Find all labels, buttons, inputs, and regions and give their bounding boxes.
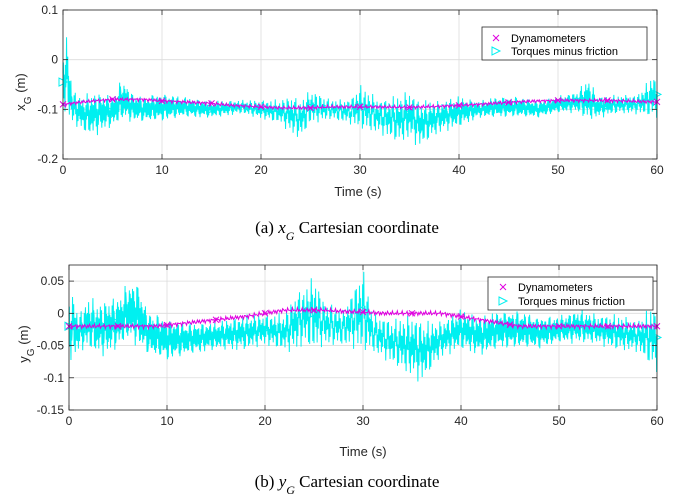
dynamometers-marker <box>163 321 171 329</box>
torques-marker <box>355 102 366 112</box>
x-tick-label: 0 <box>66 414 73 428</box>
chart-xg: 0 10 20 30 40 50 60 -0.2 -0.1 0 0.1 Time (s) xG (m… <box>13 3 664 199</box>
dynamometers-marker <box>114 322 122 330</box>
dynamometers-marker <box>604 97 611 104</box>
dynamometers-marker <box>555 322 563 330</box>
torques-marker <box>504 102 514 112</box>
torques-marker <box>454 107 465 117</box>
legend-triangle-icon <box>491 46 502 56</box>
x-tick-label: 40 <box>454 414 468 428</box>
axes-frame <box>62 9 658 160</box>
torques-marker <box>554 324 565 335</box>
dynamometers-marker <box>208 100 215 107</box>
x-tick-label: 30 <box>353 163 367 177</box>
dynamometers-marker <box>257 103 265 111</box>
torques-marker <box>260 324 271 335</box>
x-tick-label: 50 <box>551 163 565 177</box>
torques-line <box>68 271 658 382</box>
dynamometers-line <box>62 96 658 111</box>
dynamometers-marker <box>408 309 416 317</box>
dynamometers-marker <box>554 97 562 104</box>
legend-marker-dynamometers <box>492 34 500 42</box>
legend-x-icon <box>492 34 500 42</box>
x-tick-label: 60 <box>650 163 664 177</box>
legend-box <box>487 276 654 311</box>
series-dynamometers <box>65 305 661 331</box>
torques-marker <box>505 324 516 335</box>
y-tick-label: -0.2 <box>37 152 58 166</box>
legend: Dynamometers Torques minus friction <box>481 26 648 61</box>
y-axis-label: xG (m) <box>13 73 34 110</box>
torques-marker <box>309 308 320 319</box>
dynamometers-marker <box>158 97 166 105</box>
dynamometers-marker <box>212 316 220 324</box>
x-tick-label: 0 <box>60 163 67 177</box>
x-tick-label: 60 <box>650 414 664 428</box>
dynamometers-marker <box>505 99 512 106</box>
dynamometers-marker <box>457 313 465 320</box>
dynamometers-line <box>68 305 658 331</box>
dynamometers-marker <box>109 96 116 103</box>
x-tick-label: 40 <box>452 163 466 177</box>
y-axis-label: yG (m) <box>16 325 37 362</box>
dynamometers-marker <box>604 322 612 330</box>
caption-b: (b) yG Cartesian coordinate <box>255 472 440 495</box>
y-tick-label: 0 <box>51 53 58 67</box>
x-tick-label: 30 <box>356 414 370 428</box>
chart-yg: 0 10 20 30 40 50 60 -0.15 -0.1 -0.05 0 0.05 Time (s… <box>16 264 664 459</box>
y-tick-label: -0.05 <box>37 339 65 353</box>
torques-marker <box>407 340 418 351</box>
legend-marker-dynamometers <box>499 283 507 291</box>
dynamometers-marker <box>359 308 367 316</box>
dynamometers-marker <box>307 104 314 112</box>
legend-box <box>481 26 648 61</box>
legend: Dynamometers Torques minus friction <box>487 276 654 311</box>
legend-triangle-icon <box>498 296 509 306</box>
axes-frame <box>68 264 658 411</box>
y-tick-label: -0.15 <box>37 403 65 417</box>
x-tick-label: 10 <box>160 414 174 428</box>
torques-marker <box>108 107 118 117</box>
y-tick-label: -0.1 <box>43 371 64 385</box>
y-tick-label: 0.1 <box>41 3 58 17</box>
legend-marker-torques <box>491 46 502 56</box>
x-tick-label: 50 <box>552 414 566 428</box>
dynamometers-marker <box>261 309 269 317</box>
torques-marker <box>162 334 173 344</box>
tick-labels: 0 10 20 30 40 50 60 -0.15 -0.1 -0.05 0 0.05 <box>37 274 664 428</box>
legend-label-dynamometers: Dynamometers <box>511 33 586 45</box>
torques-marker <box>553 99 564 110</box>
torques-marker <box>405 109 415 120</box>
tick-labels: 0 10 20 30 40 50 60 -0.2 -0.1 0 0.1 <box>37 3 664 177</box>
x-axis-label: Time (s) <box>334 184 381 199</box>
x-tick-label: 20 <box>254 163 268 177</box>
x-tick-label: 20 <box>258 414 272 428</box>
y-tick-label: 0 <box>57 306 64 320</box>
torques-marker <box>456 324 467 335</box>
legend-x-icon <box>499 283 507 291</box>
torques-marker <box>306 102 316 112</box>
legend-label-torques: Torques minus friction <box>511 46 618 58</box>
dynamometers-marker <box>310 306 318 314</box>
dynamometers-marker <box>356 103 364 111</box>
torques-marker <box>603 100 613 111</box>
torques-marker <box>207 104 217 115</box>
legend-marker-torques <box>498 296 509 306</box>
x-tick-label: 10 <box>155 163 169 177</box>
caption-a: (a) xG Cartesian coordinate <box>255 218 439 243</box>
x-axis-label: Time (s) <box>339 444 386 459</box>
dynamometers-marker <box>506 321 514 328</box>
torques-line <box>62 37 658 145</box>
y-tick-label: -0.1 <box>37 102 58 116</box>
y-tick-label: 0.05 <box>41 274 65 288</box>
torques-marker <box>211 331 222 341</box>
dynamometers-marker <box>455 102 463 109</box>
legend-label-torques: Torques minus friction <box>518 296 625 308</box>
legend-label-dynamometers: Dynamometers <box>518 282 593 294</box>
torques-marker <box>157 102 168 112</box>
dynamometers-marker <box>406 103 413 111</box>
